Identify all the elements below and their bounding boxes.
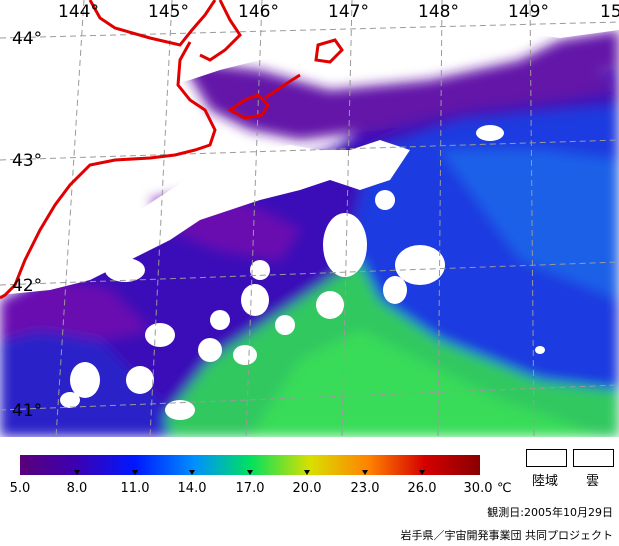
sst-field	[0, 30, 619, 437]
colorbar-tick: 8.0	[66, 481, 88, 496]
colorbar-tick: 30.0	[463, 481, 493, 496]
temperature-colorbar	[20, 455, 480, 475]
lat-label-41: 41°	[12, 401, 42, 421]
colorbar-tick: 26.0	[407, 481, 437, 496]
sst-map: 144° 145° 146° 147° 148° 149° 15 44° 43°…	[0, 0, 619, 437]
observation-date: 観測日:2005年10月29日	[487, 506, 613, 519]
coastline	[0, 0, 344, 300]
graticule	[0, 0, 619, 437]
land-legend-swatch	[526, 449, 567, 467]
lat-label-42: 42°	[12, 276, 42, 296]
cloud-legend-label: 雲	[586, 474, 600, 489]
lon-label-146: 146°	[238, 2, 279, 22]
lon-label-147: 147°	[328, 2, 369, 22]
lon-label-144: 144°	[58, 2, 99, 22]
lon-label-150: 15	[600, 2, 619, 22]
longitude-labels: 144° 145° 146° 147° 148° 149° 15	[58, 2, 619, 22]
lon-label-148: 148°	[418, 2, 459, 22]
lat-label-43: 43°	[12, 151, 42, 171]
colorbar-tick: 23.0	[350, 481, 380, 496]
colorbar-tick: 17.0	[235, 481, 265, 496]
colorbar-tick: 14.0	[177, 481, 207, 496]
lat-label-44: 44°	[12, 29, 42, 49]
lon-label-145: 145°	[148, 2, 189, 22]
cloud-land-mask	[0, 0, 619, 420]
cloud-legend-swatch	[573, 449, 614, 467]
colorbar-tick: 20.0	[292, 481, 322, 496]
credit-text: 岩手県／宇宙開発事業団 共同プロジェクト	[400, 529, 614, 542]
colorbar-unit: ℃	[497, 481, 512, 496]
colorbar-tick: 11.0	[120, 481, 150, 496]
colorbar-tick: 5.0	[9, 481, 31, 496]
lon-label-149: 149°	[508, 2, 549, 22]
latitude-labels: 44° 43° 42° 41°	[12, 29, 42, 421]
land-legend-label: 陸域	[532, 474, 559, 489]
